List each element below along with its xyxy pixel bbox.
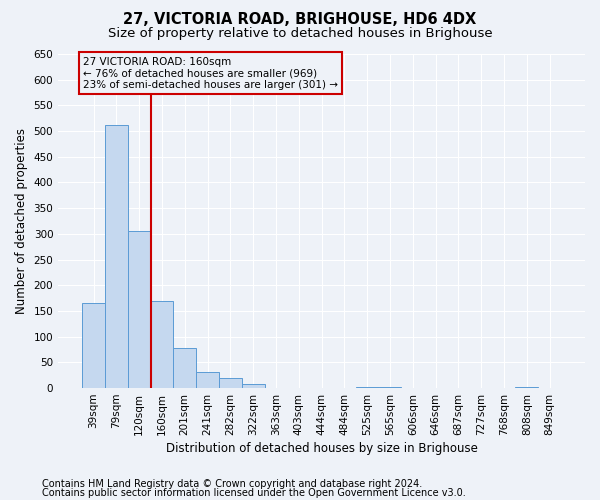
Bar (219, 378, 242, 388)
Bar (515, 386, 538, 388)
Bar (82, 304, 105, 388)
Text: 27, VICTORIA ROAD, BRIGHOUSE, HD6 4DX: 27, VICTORIA ROAD, BRIGHOUSE, HD6 4DX (124, 12, 476, 28)
Y-axis label: Number of detached properties: Number of detached properties (15, 128, 28, 314)
Text: Contains HM Land Registry data © Crown copyright and database right 2024.: Contains HM Land Registry data © Crown c… (42, 479, 422, 489)
Bar (196, 372, 219, 388)
Text: Size of property relative to detached houses in Brighouse: Size of property relative to detached ho… (107, 28, 493, 40)
Text: 27 VICTORIA ROAD: 160sqm
← 76% of detached houses are smaller (969)
23% of semi-: 27 VICTORIA ROAD: 160sqm ← 76% of detach… (83, 56, 338, 90)
Text: Contains public sector information licensed under the Open Government Licence v3: Contains public sector information licen… (42, 488, 466, 498)
X-axis label: Distribution of detached houses by size in Brighouse: Distribution of detached houses by size … (166, 442, 478, 455)
Bar (151, 300, 173, 388)
Bar (128, 232, 151, 388)
Bar (356, 386, 379, 388)
Bar (173, 348, 196, 388)
Bar (379, 386, 401, 388)
Bar (105, 125, 128, 388)
Bar (242, 384, 265, 388)
